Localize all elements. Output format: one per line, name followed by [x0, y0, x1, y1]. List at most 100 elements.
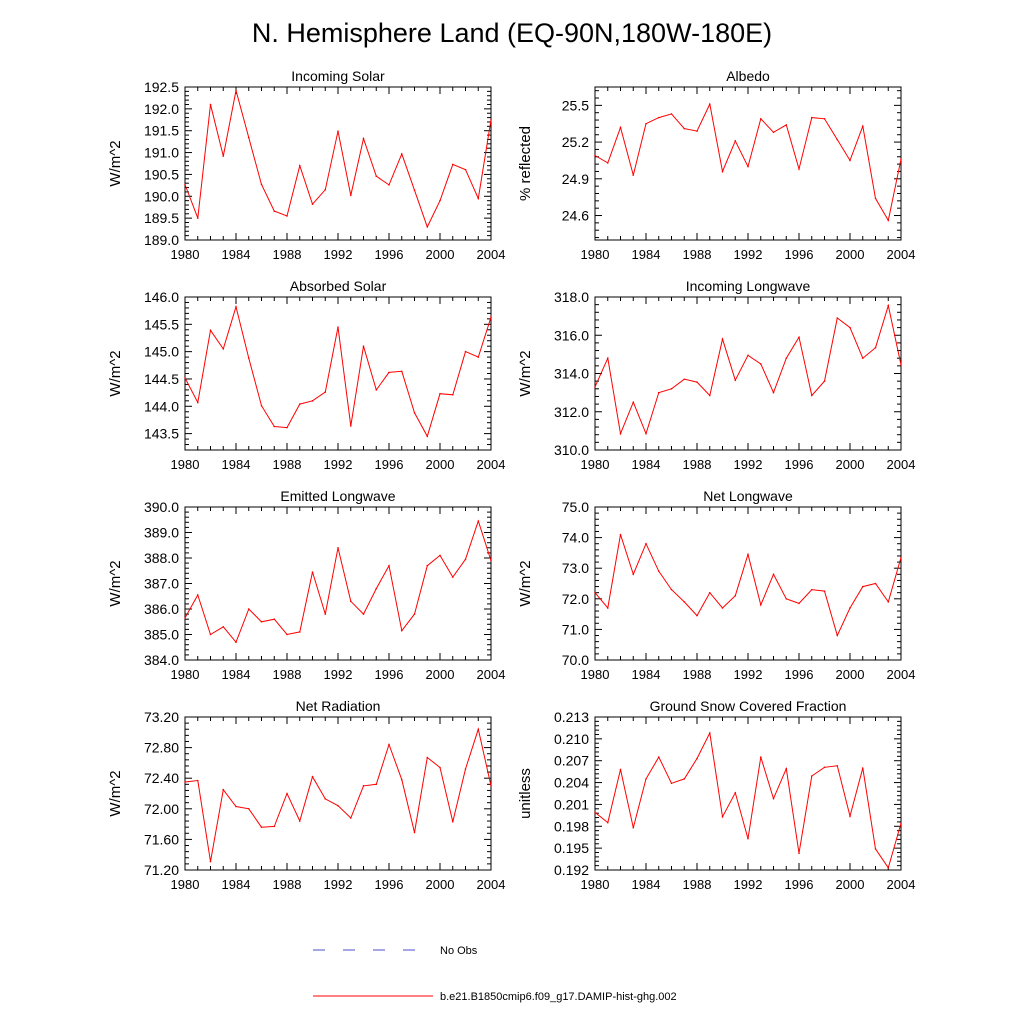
- data-point: [273, 618, 276, 620]
- data-point: [696, 130, 698, 132]
- x-tick-label: 1980: [171, 457, 200, 472]
- x-tick-label: 1984: [222, 247, 251, 262]
- data-point: [632, 174, 635, 176]
- data-point: [670, 588, 673, 591]
- x-tick-label: 1980: [171, 667, 200, 682]
- data-point: [836, 765, 839, 767]
- panel-net-radiation: Net Radiation W/m^2 1980 1984 1988 1992 1996 20…: [107, 698, 505, 892]
- data-point: [375, 175, 378, 177]
- legend-label: b.e21.B1850cmip6.f09_g17.DAMIP-hist-ghg.…: [440, 991, 677, 1003]
- x-tick-label: 1992: [734, 667, 763, 682]
- data-point: [594, 386, 596, 388]
- data-point: [696, 614, 698, 617]
- x-tick-label: 1984: [222, 457, 251, 472]
- x-tick-label: 1988: [683, 667, 712, 682]
- x-tick-label: 1980: [581, 877, 610, 892]
- plot-frame: [594, 296, 902, 451]
- data-point: [362, 613, 365, 615]
- data-point: [477, 728, 480, 731]
- data-point: [477, 356, 480, 358]
- data-point: [196, 217, 199, 219]
- data-point: [849, 607, 851, 609]
- data-point: [362, 137, 365, 140]
- y-tick-label: 310.0: [554, 442, 589, 458]
- data-point: [247, 136, 250, 139]
- y-tick-label: 24.6: [562, 208, 589, 224]
- y-tick-label: 74.0: [562, 530, 589, 546]
- data-point: [887, 601, 890, 603]
- plot-frame: [594, 716, 902, 871]
- data-point: [798, 602, 800, 605]
- x-tick-label: 1980: [581, 247, 610, 262]
- y-tick-label: 192.0: [144, 101, 179, 117]
- data-point: [759, 604, 762, 606]
- y-axis-label: W/m^2: [517, 350, 534, 396]
- data-point: [477, 520, 480, 522]
- data-point: [439, 392, 441, 395]
- data-point: [222, 626, 225, 628]
- data-point: [222, 788, 225, 791]
- data-point: [439, 554, 441, 557]
- data-point: [490, 118, 492, 121]
- series-line: [184, 519, 492, 644]
- y-tick-label: 314.0: [554, 366, 589, 382]
- data-point: [874, 346, 877, 349]
- data-point: [772, 573, 775, 576]
- data-point: [375, 783, 378, 786]
- data-point: [490, 785, 492, 787]
- data-point: [874, 582, 877, 585]
- x-tick-label: 1996: [785, 877, 814, 892]
- series-line: [594, 534, 902, 637]
- data-point: [260, 620, 263, 623]
- panel-title: Net Radiation: [296, 698, 381, 714]
- data-point: [900, 556, 902, 559]
- data-point: [490, 316, 492, 319]
- data-point: [747, 837, 749, 840]
- y-tick-label: 71.0: [562, 621, 589, 637]
- y-tick-label: 72.40: [144, 770, 179, 786]
- y-tick-label: 24.9: [562, 171, 589, 187]
- data-point: [196, 401, 199, 404]
- data-point: [759, 118, 762, 120]
- x-tick-label: 1992: [324, 457, 353, 472]
- series-line: [184, 90, 492, 229]
- data-point: [594, 591, 596, 594]
- data-point: [657, 756, 660, 758]
- x-tick-label: 2004: [887, 247, 916, 262]
- data-point: [721, 607, 724, 609]
- data-point: [184, 617, 186, 619]
- data-point: [388, 371, 390, 374]
- data-point: [900, 822, 902, 825]
- data-point: [696, 381, 698, 383]
- x-tick-label: 1992: [734, 247, 763, 262]
- data-point: [400, 629, 403, 632]
- data-point: [708, 394, 711, 397]
- x-tick-label: 2004: [887, 877, 916, 892]
- data-point: [747, 165, 749, 168]
- data-point: [349, 600, 352, 603]
- data-point: [273, 210, 276, 212]
- data-point: [772, 131, 775, 134]
- data-point: [670, 113, 673, 115]
- data-point: [823, 380, 826, 382]
- data-point: [337, 326, 339, 328]
- data-point: [337, 130, 339, 132]
- x-tick-label: 1996: [375, 667, 404, 682]
- data-point: [632, 826, 635, 829]
- data-point: [413, 189, 416, 191]
- data-point: [298, 403, 301, 405]
- data-point: [209, 860, 212, 863]
- x-tick-label: 1988: [273, 247, 302, 262]
- y-tick-label: 386.0: [144, 601, 179, 617]
- x-tick-label: 1996: [785, 457, 814, 472]
- y-tick-label: 72.0: [562, 591, 589, 607]
- y-axis-label: W/m^2: [107, 770, 124, 816]
- figure-title: N. Hemisphere Land (EQ-90N,180W-180E): [252, 18, 772, 48]
- y-tick-label: 191.5: [144, 123, 179, 139]
- data-point: [874, 197, 877, 200]
- x-tick-label: 1996: [785, 667, 814, 682]
- data-point: [477, 197, 480, 200]
- x-tick-label: 2000: [426, 667, 455, 682]
- panel-emitted-longwave: Emitted Longwave W/m^2 1980 1984 1988 1992 199…: [107, 488, 505, 682]
